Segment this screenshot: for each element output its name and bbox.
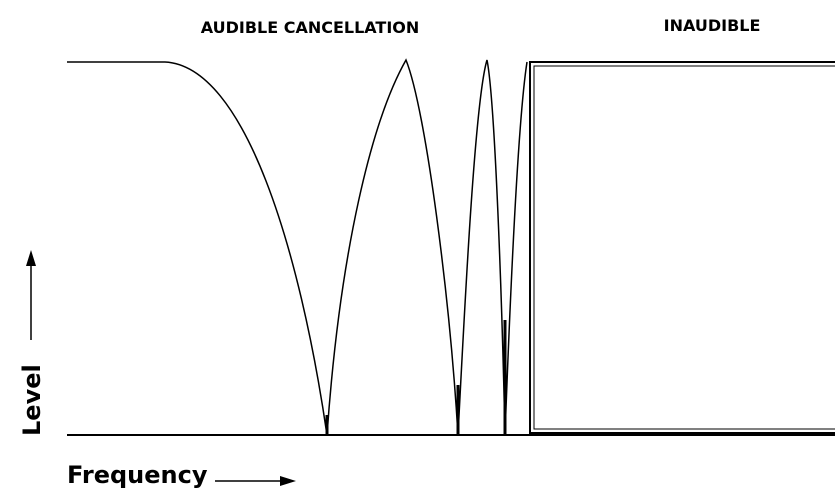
inaudible-box	[529, 61, 835, 434]
inaudible-label: INAUDIBLE	[664, 16, 761, 35]
frequency-arrowhead	[280, 476, 296, 486]
inaudible-box-inner	[533, 65, 835, 430]
level-arrowhead	[26, 250, 36, 266]
audible-label: AUDIBLE CANCELLATION	[201, 18, 420, 37]
frequency-label: Frequency	[67, 461, 208, 489]
response-curve	[67, 58, 528, 436]
level-label: Level	[18, 364, 46, 436]
